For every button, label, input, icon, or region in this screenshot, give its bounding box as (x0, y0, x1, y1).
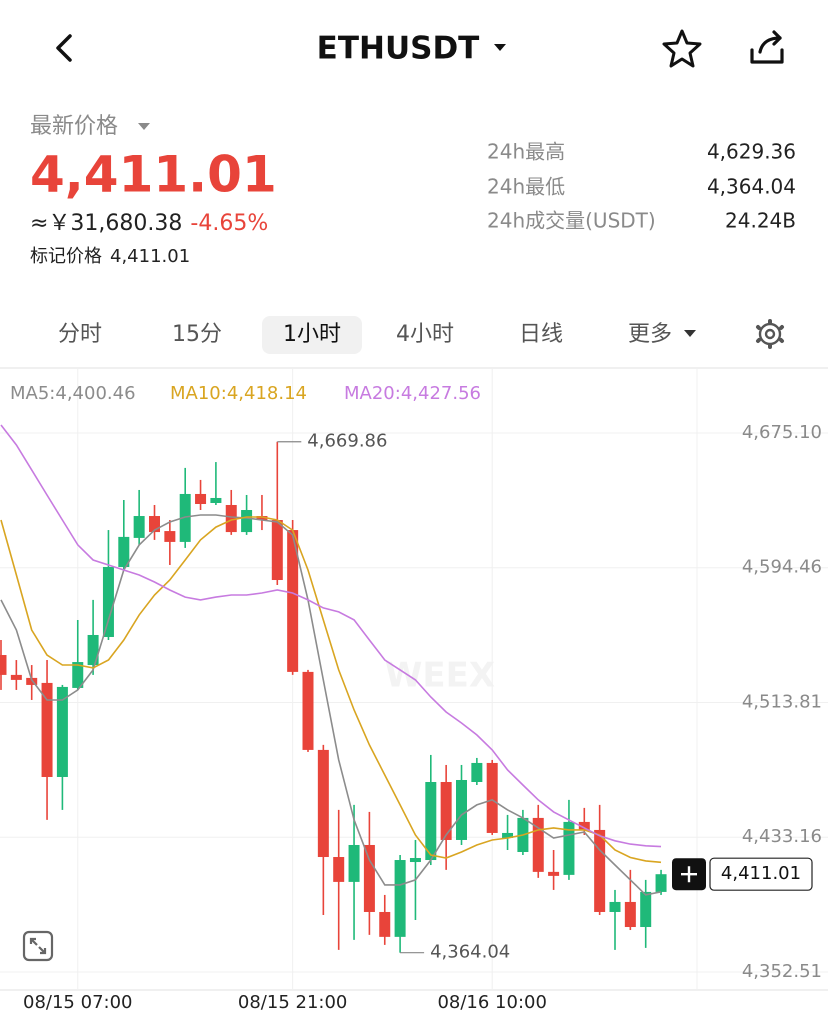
y-tick-label: 4,513.81 (742, 691, 822, 712)
candle-body (102, 566, 114, 637)
candle-body (348, 844, 360, 882)
stats: 24h最高 4,629.36 24h最低 4,364.04 24h成交量(USD… (487, 140, 796, 233)
y-tick-label: 4,433.16 (742, 826, 822, 847)
candle-body (225, 504, 237, 533)
mark-price: 标记价格 4,411.01 (30, 246, 190, 267)
candle-body (87, 634, 99, 666)
mark-price-value: 4,411.01 (110, 246, 190, 267)
candle-body (594, 829, 606, 912)
candle-body (149, 516, 160, 533)
candle-body (548, 871, 560, 876)
legend-entry: MA10:4,418.14 (170, 383, 307, 404)
last-price-box (709, 857, 813, 891)
candle-body (256, 516, 268, 521)
interval-tab[interactable]: 更多 (628, 322, 672, 347)
candle-body (0, 655, 7, 675)
candle-body (532, 817, 544, 872)
cny-price: ≈￥31,680.38 (30, 211, 182, 236)
favorite-button[interactable] (662, 29, 702, 68)
candle-body (26, 677, 38, 685)
candle-body (333, 857, 345, 882)
ma-line (0, 424, 662, 848)
interval-tab[interactable]: 1小时 (283, 322, 341, 347)
crosshair-plus (681, 866, 697, 883)
stat-label: 24h最高 (487, 140, 565, 164)
high-label: 4,669.86 (307, 431, 387, 452)
candle-body (179, 493, 191, 542)
price-change: -4.65% (190, 211, 268, 236)
interval-tab[interactable]: 4小时 (396, 322, 454, 347)
candle-body (502, 832, 514, 838)
x-tick-label: 08/16 10:00 (437, 992, 546, 1013)
share-button[interactable] (750, 30, 784, 64)
candle-body (578, 821, 590, 830)
candle-body (133, 516, 145, 538)
interval-tab[interactable]: 日线 (519, 322, 563, 347)
y-tick-label: 4,594.46 (742, 557, 822, 578)
y-tick-label: 4,675.10 (742, 422, 822, 443)
active-tab-bg (262, 316, 362, 354)
candle-body (609, 901, 621, 912)
more-dropdown[interactable] (684, 330, 696, 337)
interval-tab[interactable]: 15分 (172, 322, 222, 347)
candle-body (379, 911, 391, 937)
candle-body (640, 891, 652, 928)
candle-body (394, 860, 406, 937)
candle-body (56, 686, 68, 777)
low-label: 4,364.04 (430, 942, 510, 963)
candle-body (164, 531, 176, 542)
candle-body (41, 682, 53, 777)
candle-body (10, 674, 22, 680)
watermark: WEEX (385, 656, 495, 696)
price-sub: ≈￥31,680.38 -4.65% (30, 211, 268, 236)
mark-price-label: 标记价格 (30, 246, 102, 267)
ma-line (0, 516, 662, 864)
symbol-title[interactable]: ETHUSDT (317, 31, 480, 67)
stat-value: 4,629.36 (707, 140, 796, 164)
candle-body (655, 874, 667, 892)
ma-line (0, 514, 662, 896)
candle-body (363, 844, 375, 912)
candle-body (317, 749, 329, 858)
stat-label: 24h最低 (487, 175, 565, 199)
candle-body (563, 821, 575, 875)
x-tick-label: 08/15 21:00 (238, 992, 347, 1013)
candle-body (195, 493, 207, 504)
candlestick-chart: WEEX 4,675.10 4,594.46 4,513.81 4,433.16 4,35… (0, 368, 828, 1013)
candle-body (271, 520, 283, 581)
candle-body (440, 781, 452, 840)
candle-body (409, 858, 421, 863)
candle-body (118, 536, 130, 567)
candle-body (471, 762, 483, 782)
candle-body (456, 779, 467, 840)
interval-tabs: 分时 15分 1小时 4小时 日线 更多 (58, 316, 672, 354)
price-label-dropdown[interactable] (138, 123, 150, 130)
y-tick-label: 4,352.51 (742, 961, 822, 982)
candle-body (624, 901, 636, 928)
candle-body (287, 530, 299, 672)
candle-body (425, 781, 437, 861)
legend-entry: MA20:4,427.56 (344, 383, 481, 404)
x-tick-label: 08/15 07:00 (23, 992, 132, 1013)
legend-entry: MA5:4,400.46 (10, 383, 136, 404)
symbol-dropdown[interactable] (494, 44, 506, 51)
stat-value: 24.24B (725, 209, 796, 233)
last-price-tag: 4,411.01 (721, 863, 801, 884)
candle-body (72, 662, 84, 688)
price-label: 最新价格 (30, 114, 118, 139)
candle-body (241, 510, 253, 533)
candle-body (486, 762, 498, 833)
last-price: 4,411.01 (30, 146, 277, 204)
back-button[interactable] (56, 34, 72, 62)
candle-body (302, 671, 314, 750)
settings-button[interactable] (756, 319, 784, 349)
candle-body (210, 497, 222, 503)
interval-tab[interactable]: 分时 (58, 322, 102, 347)
fullscreen-button[interactable] (22, 930, 54, 962)
stat-value: 4,364.04 (707, 175, 796, 199)
stat-label: 24h成交量(USDT) (487, 209, 656, 233)
